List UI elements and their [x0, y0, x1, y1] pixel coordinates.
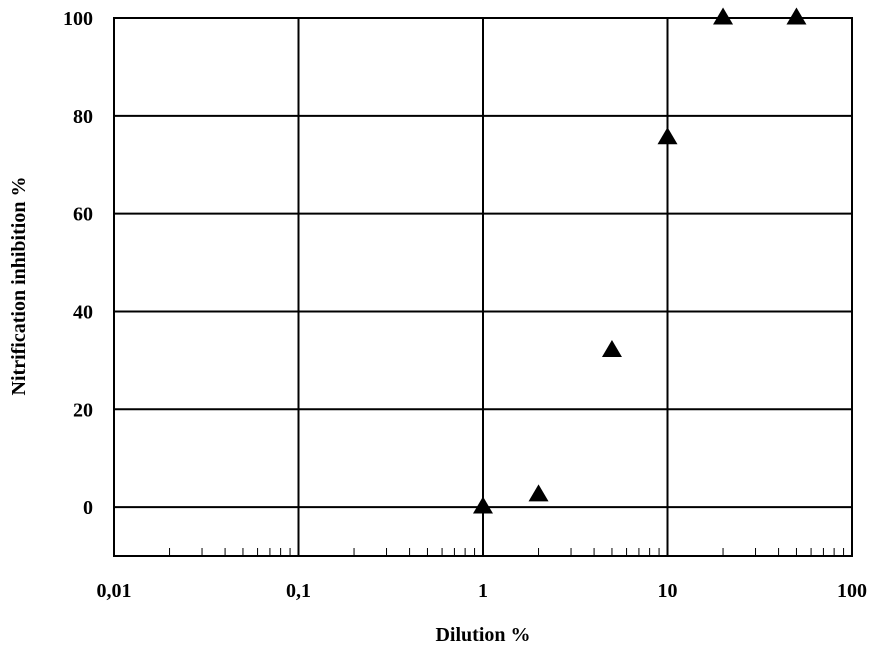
y-tick-labels: 0 20 40 60 80 100	[63, 8, 93, 519]
x-tick-label: 0,1	[286, 580, 311, 602]
y-tick-label: 60	[73, 204, 93, 226]
data-point-triangle	[786, 7, 807, 25]
x-tick-label: 10	[658, 580, 678, 602]
y-axis-title: Nitrification inhibition %	[8, 177, 30, 396]
plot-frame	[113, 17, 853, 557]
x-axis-title: Dilution %	[435, 624, 530, 646]
x-tick-label: 100	[837, 580, 867, 602]
data-point-triangle	[713, 7, 734, 25]
x-tick-label: 0,01	[97, 580, 132, 602]
data-point-triangle	[601, 340, 622, 358]
y-tick-label: 0	[83, 497, 93, 519]
x-tick-labels: 0,01 0,1 1 10 100	[97, 580, 868, 602]
data-point-triangle	[657, 127, 678, 145]
data-point-triangle	[473, 496, 493, 514]
y-tick-label: 40	[73, 301, 93, 323]
x-tick-label: 1	[478, 580, 488, 602]
x-minor-ticks	[169, 548, 845, 556]
y-tick-label: 20	[73, 399, 93, 421]
data-points	[473, 7, 807, 514]
data-point-triangle	[528, 484, 549, 502]
y-tick-label: 80	[73, 106, 93, 128]
y-tick-label: 100	[63, 8, 93, 30]
